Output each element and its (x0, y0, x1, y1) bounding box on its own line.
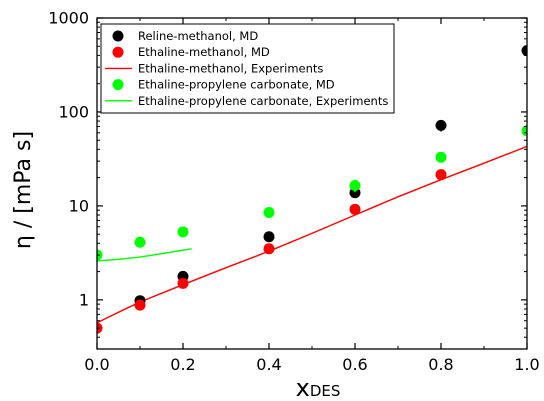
legend-box (100, 23, 395, 114)
legend: Reline-methanol, MD Ethaline-methanol, MD… (100, 23, 395, 114)
data-point (349, 179, 361, 191)
data-layer (97, 45, 527, 334)
data-point (177, 226, 189, 238)
data-point (435, 151, 447, 163)
data-point (349, 203, 361, 215)
legend-marker (112, 79, 124, 91)
legend-marker (112, 46, 124, 58)
legend-label: Ethaline-methanol, MD (138, 45, 270, 59)
series-line (97, 248, 192, 262)
legend-label: Ethaline-propylene carbonate, Experiment… (138, 94, 388, 108)
data-point (263, 231, 275, 243)
x-axis-label-main: x (296, 374, 310, 401)
plot-layer (97, 45, 527, 334)
data-point (134, 236, 146, 248)
data-point (177, 277, 189, 289)
x-tick-label: 0.0 (84, 355, 109, 374)
x-axis-label: xDES (296, 374, 341, 401)
y-tick-label: 1 (79, 290, 89, 309)
data-point (435, 119, 447, 131)
y-axis-label: η / [mPa s] (11, 131, 36, 249)
axis-ticks: 0.0 0.2 0.4 0.6 0.8 1.0 1 10 100 1000 (48, 9, 539, 375)
x-tick-label: 1.0 (514, 355, 539, 374)
legend-label: Reline-methanol, MD (138, 29, 258, 43)
data-point (521, 125, 527, 137)
series-line (97, 145, 527, 324)
data-point (435, 169, 447, 181)
legend-marker (112, 30, 124, 42)
x-tick-label: 0.4 (256, 355, 281, 374)
data-point (263, 207, 275, 219)
y-tick-label: 1000 (48, 9, 89, 28)
y-tick-label: 10 (69, 196, 89, 215)
data-point (263, 243, 275, 255)
legend-label: Ethaline-propylene carbonate, MD (138, 78, 335, 92)
data-point (521, 45, 527, 57)
x-tick-label: 0.6 (342, 355, 367, 374)
x-tick-label: 0.2 (170, 355, 195, 374)
data-point (134, 299, 146, 311)
y-tick-label: 100 (58, 102, 89, 121)
x-axis-label-sub: DES (310, 382, 341, 400)
x-tick-label: 0.8 (428, 355, 453, 374)
legend-label: Ethaline-methanol, Experiments (138, 61, 323, 75)
